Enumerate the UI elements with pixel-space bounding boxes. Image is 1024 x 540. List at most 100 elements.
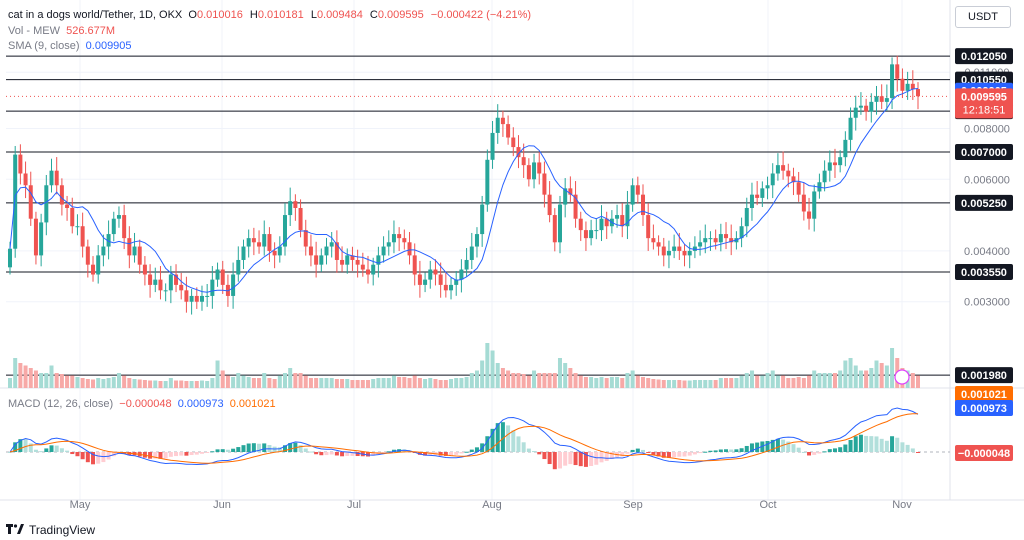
time-tick-label: Aug	[482, 499, 502, 511]
volume-bar	[116, 373, 121, 388]
macd-histogram-bar	[874, 436, 879, 452]
volume-bar	[225, 375, 230, 388]
volume-bar	[713, 380, 718, 388]
volume-bar	[557, 358, 562, 388]
candle-body	[604, 218, 609, 227]
macd-histogram-bar	[739, 448, 744, 452]
sma-legend[interactable]: SMA (9, close) 0.009905	[8, 39, 132, 53]
macd-histogram-bar	[781, 439, 786, 452]
candle-body	[127, 238, 132, 256]
currency-button[interactable]: USDT	[955, 6, 1011, 28]
candle-body	[765, 185, 770, 189]
volume-bar	[277, 375, 282, 388]
volume-bar	[386, 378, 391, 388]
macd-histogram-bar	[59, 448, 64, 452]
candle-body	[366, 269, 371, 275]
volume-bar	[677, 380, 682, 388]
macd-histogram-bar	[682, 452, 687, 457]
macd-histogram-bar	[459, 452, 464, 454]
candle-body	[905, 83, 910, 91]
level-price-badge: 0.007000	[961, 147, 1007, 159]
macd-legend[interactable]: MACD (12, 26, close) −0.000048 0.000973 …	[8, 397, 276, 411]
macd-histogram-bar	[838, 447, 843, 452]
volume-bar	[402, 377, 407, 388]
macd-histogram-bar	[905, 444, 910, 452]
macd-histogram-bar	[775, 438, 780, 452]
macd-histogram-bar	[500, 422, 505, 452]
candle-body	[215, 269, 220, 280]
macd-histogram-bar	[194, 452, 199, 455]
volume-bar	[220, 370, 225, 388]
macd-histogram-bar	[713, 450, 718, 452]
candle-body	[532, 162, 537, 180]
macd-histogram-bar	[807, 452, 812, 456]
volume-bar	[583, 377, 588, 388]
candle-body	[199, 295, 204, 302]
level-price-badge-bg	[955, 263, 1013, 280]
volume-bar	[168, 378, 173, 388]
candle-body	[583, 230, 588, 239]
volume-bar	[54, 373, 59, 388]
volume-bar	[412, 375, 417, 388]
volume-bar	[620, 378, 625, 388]
volume-bar	[282, 373, 287, 388]
change-value: −0.000422 (−4.21%)	[430, 9, 532, 21]
macd-histogram-bar	[163, 452, 168, 459]
macd-histogram-bar	[656, 452, 661, 457]
price-tick-label: 0.006000	[964, 174, 1010, 186]
candle-body	[220, 269, 225, 285]
volume-bar	[734, 378, 739, 388]
volume-bar	[910, 373, 915, 388]
macd-histogram-bar	[324, 452, 329, 456]
candle-body	[184, 290, 189, 302]
candle-body	[620, 215, 625, 227]
candle-body	[516, 147, 521, 158]
macd-histogram-bar	[729, 449, 734, 452]
macd-histogram-bar	[464, 451, 469, 453]
macd-histogram-bar	[33, 449, 38, 452]
volume-bar	[838, 370, 843, 388]
macd-histogram-bar	[215, 449, 220, 452]
candle-body	[391, 234, 396, 243]
volume-bar	[241, 375, 246, 388]
tradingview-brand[interactable]: TradingView	[6, 522, 95, 537]
macd-histogram-bar	[765, 440, 770, 452]
volume-bar	[744, 373, 749, 388]
volume-bar	[589, 377, 594, 388]
candle-body	[635, 185, 640, 195]
time-tick-label: Oct	[759, 499, 776, 511]
level-price-badge-bg	[955, 194, 1013, 211]
symbol-info-line: cat in a dogs world/Tether, 1D, OKX O0.0…	[8, 8, 531, 22]
macd-histogram-bar	[651, 452, 656, 456]
volume-legend[interactable]: Vol - MEW 526.677M	[8, 24, 115, 38]
macd-histogram-bar	[853, 436, 858, 452]
macd-histogram-bar	[687, 452, 692, 456]
candle-body	[718, 234, 723, 243]
macd-pane	[6, 407, 950, 470]
candle-body	[397, 234, 402, 239]
macd-histogram-bar	[75, 452, 80, 457]
candle-body	[506, 124, 511, 138]
candle-body	[246, 238, 251, 247]
volume-bar	[464, 377, 469, 388]
macd-histogram-bar	[345, 452, 350, 456]
volume-bar	[765, 373, 770, 388]
candle-body	[724, 234, 729, 239]
volume-bar	[288, 368, 293, 388]
volume-bar	[298, 373, 303, 388]
volume-bar	[111, 377, 116, 388]
volume-bar	[106, 378, 111, 388]
macd-hist-badge-bg	[955, 445, 1013, 461]
brand-text: TradingView	[29, 522, 96, 537]
macd-histogram-bar	[583, 452, 588, 467]
volume-bar	[843, 360, 848, 388]
macd-histogram-bar	[521, 442, 526, 452]
volume-bar	[760, 375, 765, 388]
volume-bar	[537, 373, 542, 388]
volume-bar	[18, 363, 23, 388]
macd-histogram-bar	[817, 452, 822, 454]
candle-body	[340, 259, 345, 265]
candle-body	[500, 117, 505, 125]
candle-body	[194, 295, 199, 302]
